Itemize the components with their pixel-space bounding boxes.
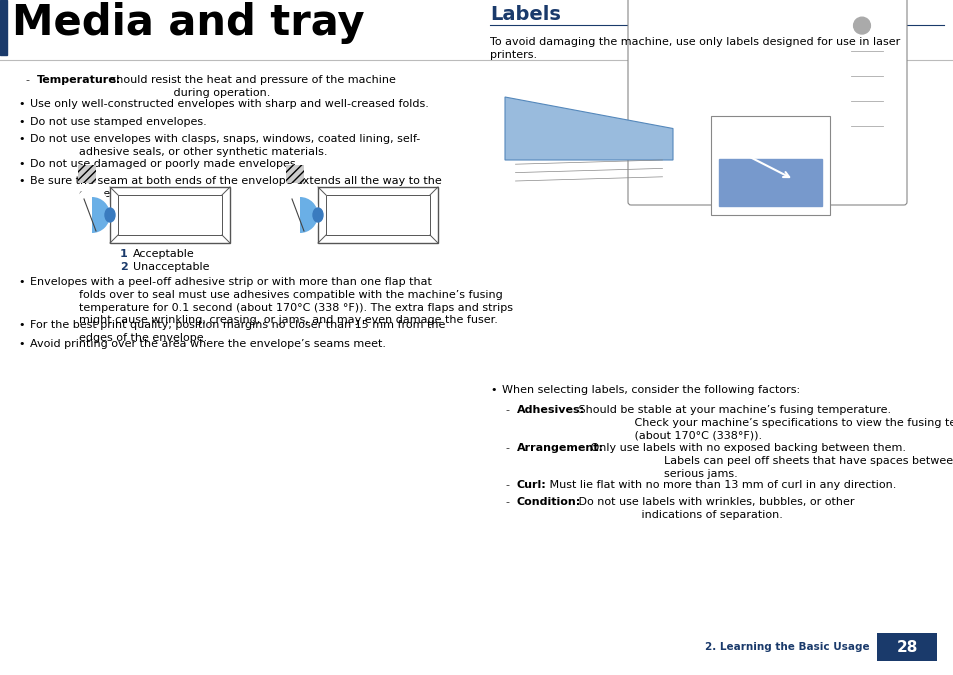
Wedge shape xyxy=(91,197,110,233)
Bar xyxy=(719,159,821,206)
Text: •: • xyxy=(18,117,25,127)
FancyBboxPatch shape xyxy=(317,187,437,243)
Text: •: • xyxy=(18,176,25,186)
Wedge shape xyxy=(288,203,299,227)
Polygon shape xyxy=(504,97,672,160)
Text: •: • xyxy=(18,339,25,349)
Ellipse shape xyxy=(74,187,110,243)
Text: Do not use labels with wrinkles, bubbles, or other
                   indication: Do not use labels with wrinkles, bubbles… xyxy=(575,497,854,520)
Text: -: - xyxy=(25,75,29,85)
Text: Labels: Labels xyxy=(490,5,560,24)
Text: Curl:: Curl: xyxy=(517,480,546,490)
Text: Arrangement:: Arrangement: xyxy=(517,443,603,453)
Ellipse shape xyxy=(282,187,317,243)
Text: 2: 2 xyxy=(120,262,128,272)
Bar xyxy=(0,0,7,55)
Ellipse shape xyxy=(105,208,115,222)
Text: •: • xyxy=(18,277,25,287)
Text: Do not use damaged or poorly made envelopes.: Do not use damaged or poorly made envelo… xyxy=(30,159,299,169)
FancyBboxPatch shape xyxy=(118,195,222,235)
Bar xyxy=(78,165,96,183)
Wedge shape xyxy=(80,203,91,227)
Text: •: • xyxy=(18,320,25,330)
Bar xyxy=(286,165,304,183)
Text: Use only well-constructed envelopes with sharp and well-creased folds.: Use only well-constructed envelopes with… xyxy=(30,99,429,109)
Text: -: - xyxy=(504,405,509,415)
Text: Acceptable: Acceptable xyxy=(132,249,194,259)
FancyBboxPatch shape xyxy=(326,195,430,235)
Text: -: - xyxy=(504,480,509,490)
FancyBboxPatch shape xyxy=(876,633,936,661)
Text: Do not use stamped envelopes.: Do not use stamped envelopes. xyxy=(30,117,207,127)
Text: Media and tray: Media and tray xyxy=(12,2,364,44)
Text: Avoid printing over the area where the envelope’s seams meet.: Avoid printing over the area where the e… xyxy=(30,339,386,349)
Text: To avoid damaging the machine, use only labels designed for use in laser
printer: To avoid damaging the machine, use only … xyxy=(490,37,900,60)
Text: Unacceptable: Unacceptable xyxy=(132,262,210,272)
Text: -: - xyxy=(504,443,509,453)
Text: Temperature:: Temperature: xyxy=(37,75,121,85)
Wedge shape xyxy=(299,197,317,233)
Text: Only use labels with no exposed backing between them.
                      Labe: Only use labels with no exposed backing … xyxy=(586,443,953,479)
FancyBboxPatch shape xyxy=(710,116,829,215)
Text: -: - xyxy=(504,497,509,507)
Text: •: • xyxy=(18,134,25,144)
Ellipse shape xyxy=(313,208,323,222)
Text: For the best print quality, position margins no closer than 15 mm from the
     : For the best print quality, position mar… xyxy=(30,320,445,343)
FancyBboxPatch shape xyxy=(110,187,230,243)
Text: Should be stable at your machine’s fusing temperature.
                 Check yo: Should be stable at your machine’s fusin… xyxy=(575,405,953,441)
Text: •: • xyxy=(18,99,25,109)
Text: •: • xyxy=(490,385,496,395)
Text: should resist the heat and pressure of the machine
                   during ope: should resist the heat and pressure of t… xyxy=(107,75,395,98)
Circle shape xyxy=(853,17,869,34)
Text: •: • xyxy=(18,159,25,169)
Text: Adhesives:: Adhesives: xyxy=(517,405,584,415)
Text: 28: 28 xyxy=(896,639,917,655)
Text: When selecting labels, consider the following factors:: When selecting labels, consider the foll… xyxy=(501,385,800,395)
FancyBboxPatch shape xyxy=(627,0,906,205)
Text: Must lie flat with no more than 13 mm of curl in any direction.: Must lie flat with no more than 13 mm of… xyxy=(545,480,896,490)
Text: Be sure the seam at both ends of the envelope extends all the way to the
       : Be sure the seam at both ends of the env… xyxy=(30,176,441,199)
Text: 1: 1 xyxy=(120,249,128,259)
Text: 2. Learning the Basic Usage: 2. Learning the Basic Usage xyxy=(704,642,869,652)
Text: Do not use envelopes with clasps, snaps, windows, coated lining, self-
         : Do not use envelopes with clasps, snaps,… xyxy=(30,134,420,157)
Text: Condition:: Condition: xyxy=(517,497,580,507)
Text: Envelopes with a peel-off adhesive strip or with more than one flap that
       : Envelopes with a peel-off adhesive strip… xyxy=(30,277,513,325)
